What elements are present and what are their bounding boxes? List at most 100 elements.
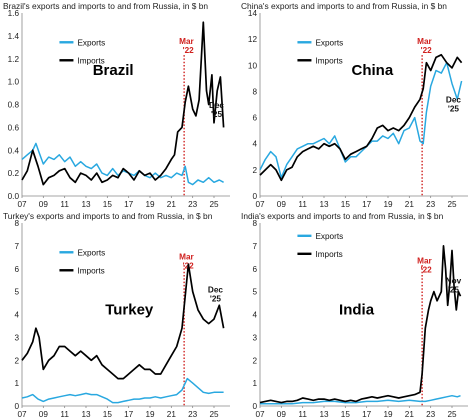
x-tick-label: 21: [405, 410, 415, 419]
legend-label-exports: Exports: [315, 232, 343, 241]
y-tick-label: 2: [252, 356, 257, 365]
end-date-label-year: '25: [211, 110, 223, 119]
marker-label-year: '22: [183, 46, 195, 55]
x-tick-label: 17: [362, 410, 372, 419]
x-tick-label: 25: [447, 410, 457, 419]
x-tick-label: 09: [39, 410, 49, 419]
legend-label-exports: Exports: [315, 38, 343, 47]
marker-label-month: Mar: [417, 256, 432, 265]
country-label: Turkey: [105, 302, 154, 319]
country-label: India: [339, 302, 375, 319]
chart-title: India's exports and imports to and from …: [241, 211, 444, 221]
chart-panel-india: India's exports and imports to and from …: [241, 211, 468, 419]
y-tick-label: 8: [252, 219, 257, 228]
y-tick-label: 8: [252, 87, 257, 96]
x-tick-label: 23: [188, 200, 198, 209]
x-tick-label: 11: [298, 200, 307, 209]
y-tick-label: 8: [14, 219, 19, 228]
x-tick-label: 15: [341, 410, 351, 419]
x-tick-label: 19: [383, 200, 393, 209]
legend-label-exports: Exports: [77, 248, 105, 257]
legend-label-imports: Imports: [315, 250, 342, 259]
marker-label-year: '22: [421, 265, 433, 274]
chart-panel-turkey: Turkey's exports and imports to and from…: [3, 211, 230, 419]
end-date-label-year: '25: [210, 295, 222, 304]
x-tick-label: 11: [60, 200, 69, 209]
x-tick-label: 11: [60, 410, 69, 419]
x-tick-label: 07: [255, 410, 265, 419]
end-date-label-year: '25: [448, 105, 460, 114]
x-tick-label: 09: [39, 200, 49, 209]
y-tick-label: 14: [248, 9, 258, 18]
x-tick-label: 21: [405, 200, 415, 209]
y-tick-label: 2: [14, 356, 19, 365]
x-tick-label: 17: [124, 200, 134, 209]
chart-title: Brazil's exports and imports to and from…: [3, 1, 208, 11]
x-tick-label: 13: [319, 200, 329, 209]
imports-series-line: [21, 263, 225, 380]
y-tick-label: 1: [252, 379, 257, 388]
x-tick-label: 23: [188, 410, 198, 419]
y-tick-label: 10: [248, 61, 258, 70]
y-tick-label: 5: [252, 288, 257, 297]
y-tick-label: 0: [252, 192, 257, 201]
legend-label-imports: Imports: [315, 56, 342, 65]
x-tick-label: 19: [145, 410, 155, 419]
x-tick-label: 09: [277, 200, 287, 209]
chart-title: China's exports and imports to and from …: [241, 1, 447, 11]
x-tick-label: 13: [81, 410, 91, 419]
y-tick-label: 0.4: [8, 146, 20, 155]
marker-label-month: Mar: [417, 37, 432, 46]
y-tick-label: 4: [252, 311, 257, 320]
legend-label-exports: Exports: [77, 38, 105, 47]
y-tick-label: 0.2: [8, 169, 20, 178]
marker-label-month: Mar: [179, 37, 194, 46]
x-tick-label: 13: [81, 200, 91, 209]
y-tick-label: 4: [252, 140, 257, 149]
marker-label-year: '22: [421, 46, 433, 55]
y-tick-label: 3: [252, 333, 257, 342]
y-tick-label: 5: [14, 288, 19, 297]
end-date-label-month: Dec: [208, 286, 223, 295]
exports-series-line: [259, 61, 463, 179]
y-tick-label: 7: [14, 242, 19, 251]
y-tick-label: 3: [14, 333, 19, 342]
y-tick-label: 4: [14, 311, 19, 320]
y-tick-label: 1.0: [8, 78, 20, 87]
y-tick-label: 1.2: [8, 55, 20, 64]
x-tick-label: 23: [426, 200, 436, 209]
exports-series-line: [260, 394, 461, 405]
x-tick-label: 23: [426, 410, 436, 419]
x-tick-label: 17: [362, 200, 372, 209]
y-tick-label: 0: [252, 402, 257, 411]
x-tick-label: 17: [124, 410, 134, 419]
legend-label-imports: Imports: [77, 266, 104, 275]
y-tick-label: 1.6: [8, 9, 20, 18]
country-label: China: [352, 62, 394, 79]
x-tick-label: 13: [319, 410, 329, 419]
y-tick-label: 6: [252, 114, 257, 123]
y-tick-label: 0: [14, 402, 19, 411]
x-tick-label: 15: [103, 200, 113, 209]
legend-label-imports: Imports: [77, 56, 104, 65]
x-tick-label: 11: [298, 410, 307, 419]
exports-series-line: [21, 377, 224, 404]
end-date-label-month: Nov: [446, 276, 462, 285]
x-tick-label: 09: [277, 410, 287, 419]
country-label: Brazil: [93, 62, 134, 79]
marker-label-month: Mar: [179, 253, 194, 262]
x-tick-label: 07: [255, 200, 265, 209]
x-tick-label: 25: [447, 200, 457, 209]
end-date-label-month: Dec: [446, 96, 461, 105]
exports-series-line: [21, 142, 224, 186]
y-tick-label: 0.8: [8, 101, 20, 110]
y-tick-label: 6: [14, 265, 19, 274]
y-tick-label: 0.0: [8, 192, 20, 201]
chart-panel-brazil: Brazil's exports and imports to and from…: [3, 1, 230, 209]
x-tick-label: 07: [17, 410, 27, 419]
end-date-label-month: Dec: [209, 101, 224, 110]
x-tick-label: 25: [209, 200, 219, 209]
imports-series-line: [259, 53, 463, 182]
x-tick-label: 19: [145, 200, 155, 209]
